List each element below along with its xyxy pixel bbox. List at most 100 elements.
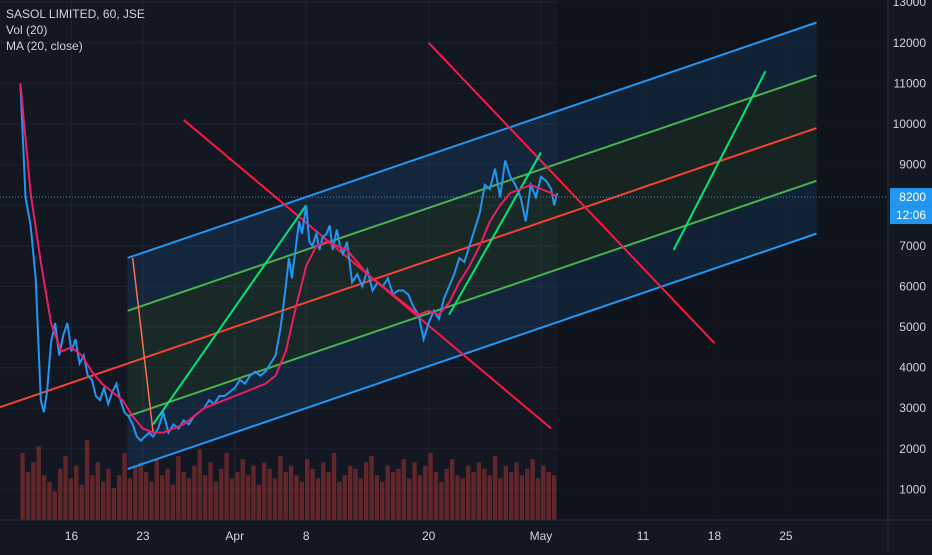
x-tick-label: 8 (303, 529, 310, 543)
volume-bar (423, 465, 428, 520)
price-line (19, 83, 559, 443)
volume-bar (337, 481, 342, 520)
volume-bar (444, 468, 449, 520)
volume-bar (487, 475, 492, 520)
volume-bar (90, 475, 95, 520)
volume-bar (380, 481, 385, 520)
channel-anchor-line[interactable] (131, 257, 154, 433)
volume-bar (68, 478, 74, 520)
volume-bar (503, 465, 508, 520)
y-tick-label: 12000 (893, 36, 927, 50)
uptrend-line[interactable] (448, 151, 542, 316)
volume-bar (508, 472, 514, 520)
volume-bar (224, 452, 229, 520)
volume-bar (143, 472, 149, 520)
future-region (557, 0, 888, 520)
channel-line[interactable] (127, 179, 817, 418)
volume-bar (160, 475, 165, 520)
volume-bar (288, 465, 294, 520)
volume-bar (304, 459, 310, 520)
volume-bar (299, 481, 304, 520)
volume-bar (358, 478, 364, 520)
volume-bar (95, 462, 100, 520)
volume-bar (165, 468, 170, 520)
y-tick-label: 5000 (899, 320, 926, 334)
volume-bar (433, 472, 439, 520)
volume-bar (213, 481, 219, 520)
volume-bar (57, 468, 63, 520)
volume-bar (202, 475, 208, 520)
volume-bar (100, 481, 106, 520)
volume-bar (133, 465, 138, 520)
volume-bar (267, 468, 272, 520)
volume-bar (278, 456, 283, 520)
volume-bar (256, 484, 262, 520)
volume-bar (262, 462, 267, 520)
volume-bar (154, 459, 160, 520)
volume-indicator-label[interactable]: Vol (20) (6, 23, 48, 37)
y-tick-label: 4000 (899, 361, 926, 375)
volume-bar (551, 475, 557, 520)
time-badge (890, 206, 932, 225)
volume-bar (412, 462, 417, 520)
volume-bar (240, 459, 245, 520)
x-tick-label: 25 (779, 529, 793, 543)
channel-line[interactable] (127, 127, 817, 365)
x-tick-label: 23 (136, 529, 150, 543)
volume-bar (482, 468, 487, 520)
ma-line (19, 83, 558, 434)
volume-bar (74, 465, 79, 520)
volume-bar (127, 478, 133, 520)
uptrend-line[interactable] (672, 70, 767, 251)
y-tick-label: 13000 (893, 0, 927, 9)
uptrend-line[interactable] (152, 204, 308, 426)
volume-bar (111, 488, 117, 520)
x-tick-label: 16 (65, 529, 79, 543)
volume-bar (530, 459, 535, 520)
channel-center-extension[interactable] (0, 362, 128, 409)
volume-bar (439, 481, 444, 520)
ma-indicator-label[interactable]: MA (20, close) (6, 39, 83, 53)
legend: SASOL LIMITED, 60, JSE Vol (20) MA (20, … (6, 6, 145, 54)
y-tick-label: 1000 (899, 482, 926, 496)
x-tick-label: May (530, 529, 553, 543)
volume-bar (251, 465, 256, 520)
channel-zone (127, 22, 817, 311)
x-tick-label: 18 (708, 529, 722, 543)
volume-bar (283, 472, 288, 520)
y-tick-label: 2000 (899, 442, 926, 456)
volume-bar (36, 446, 41, 520)
volume-bar (353, 468, 358, 520)
channel-line[interactable] (127, 74, 817, 312)
x-tick-label: Apr (225, 529, 244, 543)
last-price-badge (890, 188, 932, 207)
volume-bar (326, 472, 331, 520)
volume-bar (106, 468, 111, 520)
volume-bar (20, 452, 25, 520)
volume-bar (492, 456, 498, 520)
volume-bar (52, 491, 57, 520)
x-tick-label: 20 (422, 529, 436, 543)
volume-bar (245, 475, 251, 520)
channel-line[interactable] (127, 232, 817, 471)
symbol-title[interactable]: SASOL LIMITED, 60, JSE (6, 7, 145, 21)
volume-bar (294, 475, 299, 520)
channel-line[interactable] (127, 21, 817, 259)
volume-bar (170, 484, 176, 520)
volume-bar (331, 452, 337, 520)
volume-bar (519, 475, 525, 520)
x-tick-label: 11 (637, 529, 650, 543)
volume-bar (460, 478, 466, 520)
y-tick-label: 9000 (899, 158, 926, 172)
volume-bar (546, 472, 551, 520)
volume-bar (138, 462, 143, 520)
y-tick-label: 3000 (899, 401, 926, 415)
downtrend-line[interactable] (427, 42, 716, 344)
volume-bar (364, 462, 369, 520)
volume-bar (385, 465, 390, 520)
volume-bar (347, 465, 353, 520)
volume-bar (369, 456, 374, 520)
volume-bar (466, 465, 471, 520)
